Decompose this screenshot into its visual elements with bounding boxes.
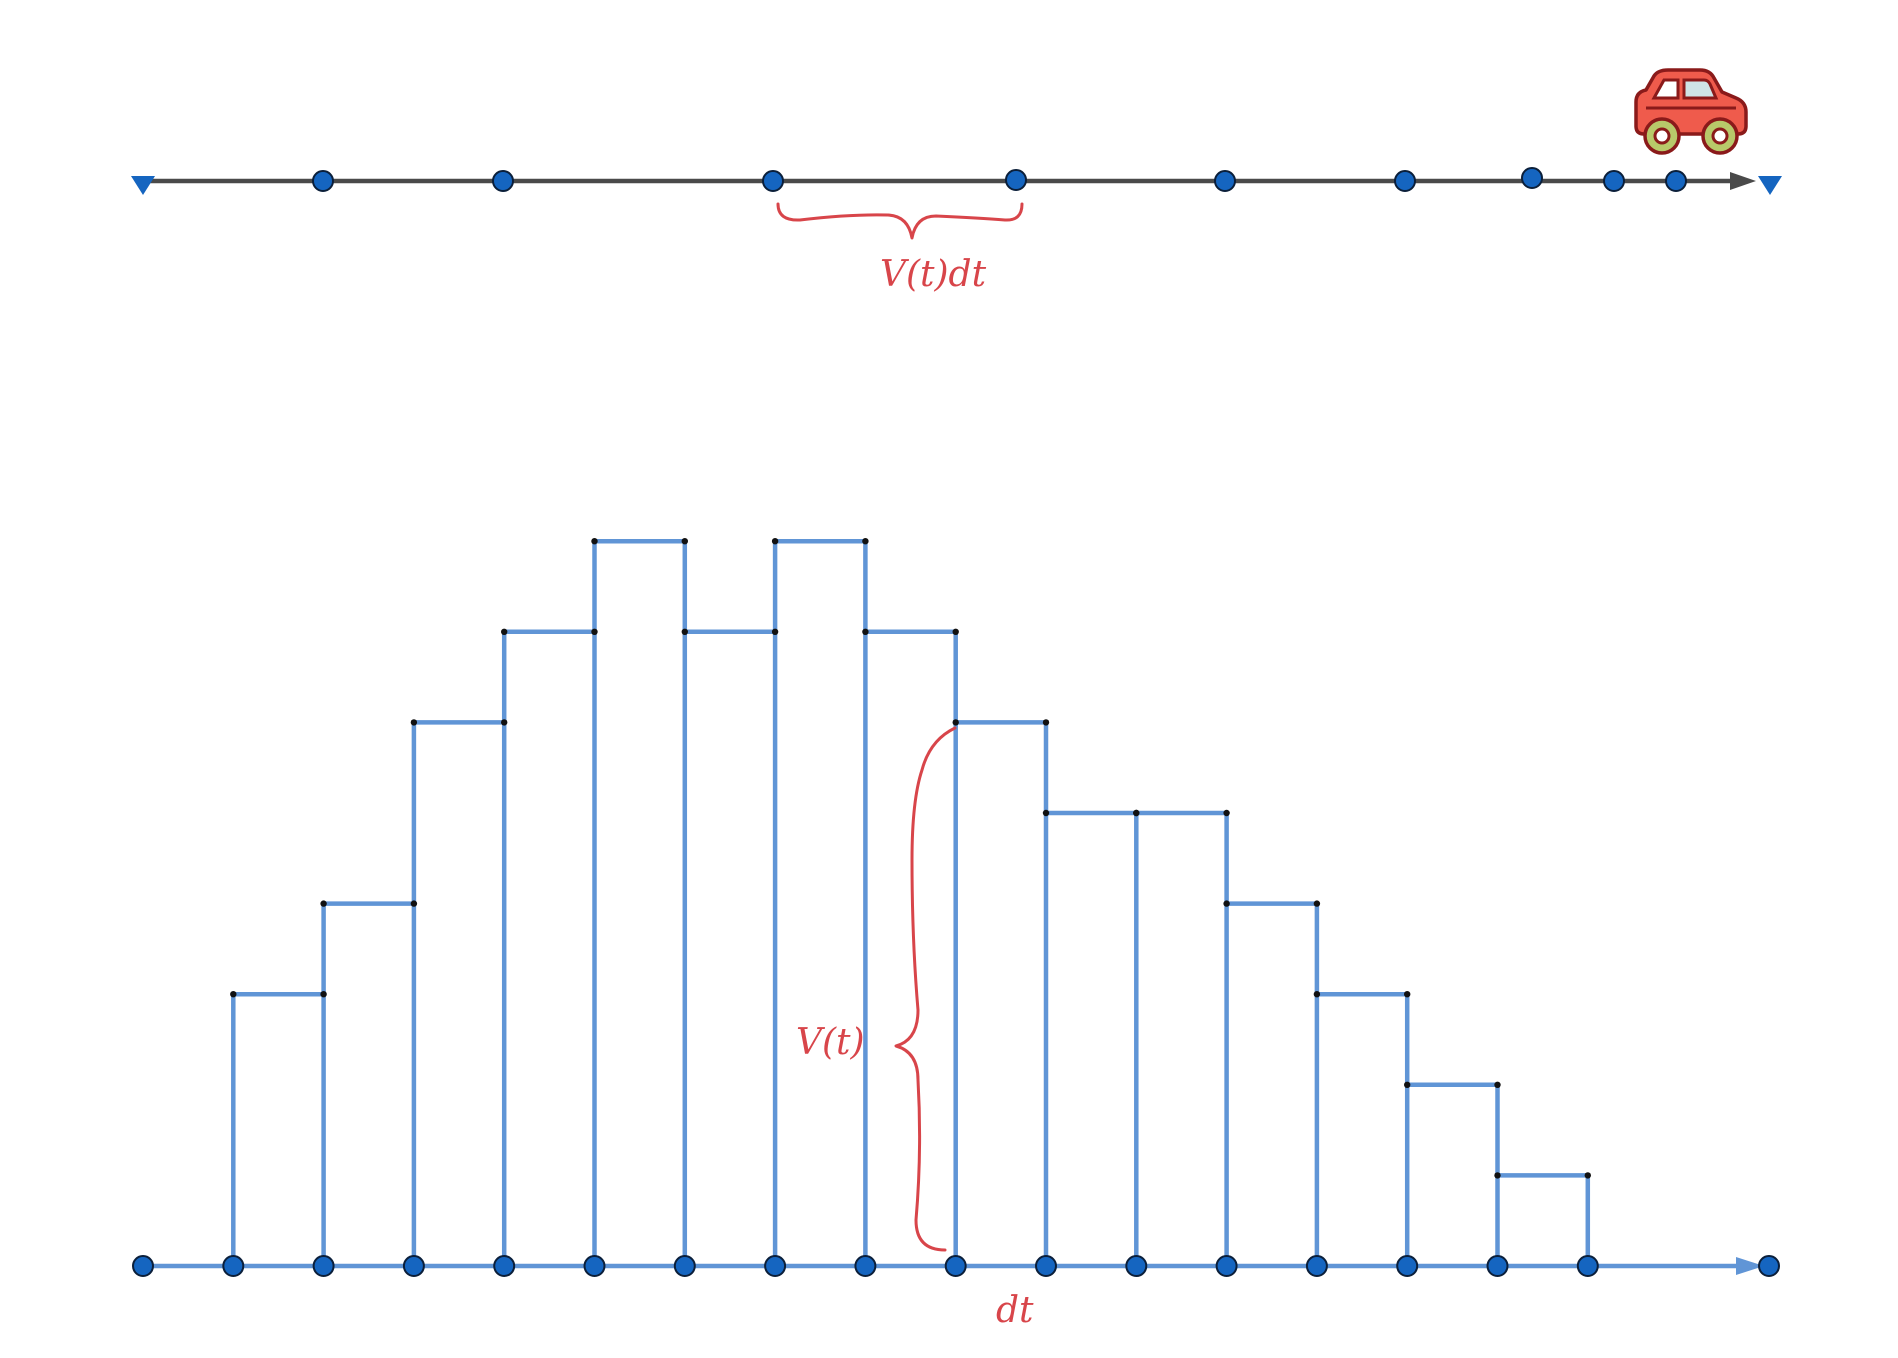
velocity-bars xyxy=(230,538,1592,1266)
bar-corner-point xyxy=(952,628,959,635)
bar-corner-point xyxy=(1584,1172,1592,1179)
bar-corner-point xyxy=(862,628,869,635)
axis-point xyxy=(312,1255,335,1277)
bottom-axis-points xyxy=(132,1255,1780,1277)
bar-corner-point xyxy=(320,900,327,907)
bar-corner-point xyxy=(1133,809,1140,817)
axis-point xyxy=(764,1255,787,1277)
bar-corner-point xyxy=(1494,1081,1501,1089)
bar-corner-point xyxy=(410,719,418,726)
top-segment-brace xyxy=(776,202,1024,240)
car-window-right xyxy=(1682,78,1719,100)
bar-corner-point xyxy=(1404,1081,1411,1089)
axis-point xyxy=(132,1255,154,1277)
bar-corner-point xyxy=(1494,1172,1501,1179)
axis-point xyxy=(222,1255,245,1277)
width-label: dt xyxy=(996,1290,1034,1331)
bar-corner-point xyxy=(862,538,869,545)
axis-point xyxy=(854,1255,877,1277)
car-wheel-rear xyxy=(1701,117,1739,155)
car-position-point xyxy=(312,170,334,192)
bar-corner-point xyxy=(1223,900,1230,907)
top-axis-right-marker xyxy=(1758,176,1782,195)
bottom-time-axis xyxy=(132,1255,1780,1277)
bar-corner-point xyxy=(410,900,418,907)
car-window-left xyxy=(1651,78,1680,100)
axis-point xyxy=(402,1255,425,1277)
axis-point xyxy=(1125,1255,1148,1277)
bar-corner-point xyxy=(681,538,688,545)
bar-corner-point xyxy=(1223,809,1230,817)
car-position-point xyxy=(492,170,514,192)
bar-corner-point xyxy=(1313,991,1321,998)
axis-point xyxy=(1758,1255,1780,1277)
bar-corner-point xyxy=(501,719,508,726)
bar-corner-point xyxy=(1313,900,1321,907)
bar-corner-point xyxy=(591,628,598,635)
top-segment-label: V(t)dt xyxy=(880,254,987,295)
axis-point xyxy=(1396,1255,1419,1277)
bar-corner-point xyxy=(501,628,508,635)
car-wheel-front xyxy=(1643,117,1681,155)
bottom-axis-arrowhead xyxy=(1736,1257,1764,1275)
axis-point xyxy=(1576,1255,1599,1277)
axis-point xyxy=(944,1255,967,1277)
car-position-point xyxy=(1214,170,1236,192)
bar-corner-point xyxy=(320,991,327,998)
bar-corner-point xyxy=(952,719,959,726)
top-axis-left-marker xyxy=(131,176,155,195)
bar-corner-point xyxy=(230,991,237,998)
car-position-point xyxy=(1603,170,1625,192)
axis-point xyxy=(1035,1255,1057,1277)
top-axis-arrowhead xyxy=(1730,172,1756,190)
car-position-point xyxy=(1665,170,1687,192)
bar-corner-point xyxy=(1042,719,1050,726)
bar-corner-point xyxy=(1404,991,1411,998)
bar-corner-point xyxy=(771,628,779,635)
axis-point xyxy=(493,1255,516,1277)
car-position-point xyxy=(1521,167,1543,189)
bar-corner-point xyxy=(771,538,779,545)
top-distance-line xyxy=(131,167,1782,195)
top-axis-points xyxy=(312,167,1687,192)
axis-point xyxy=(1486,1255,1509,1277)
car-icon xyxy=(1634,68,1748,155)
axis-point xyxy=(673,1255,696,1277)
bar-corner-point xyxy=(591,538,598,545)
car-position-point xyxy=(1394,170,1416,192)
height-brace xyxy=(894,726,957,1252)
bar-corner-point xyxy=(1042,809,1050,817)
axis-point xyxy=(583,1255,606,1277)
car-position-point xyxy=(762,170,784,192)
height-label: V(t) xyxy=(796,1022,865,1063)
car-position-point xyxy=(1005,169,1027,191)
axis-point xyxy=(1215,1255,1238,1277)
bar-corner-point xyxy=(681,628,688,635)
axis-point xyxy=(1305,1255,1328,1277)
